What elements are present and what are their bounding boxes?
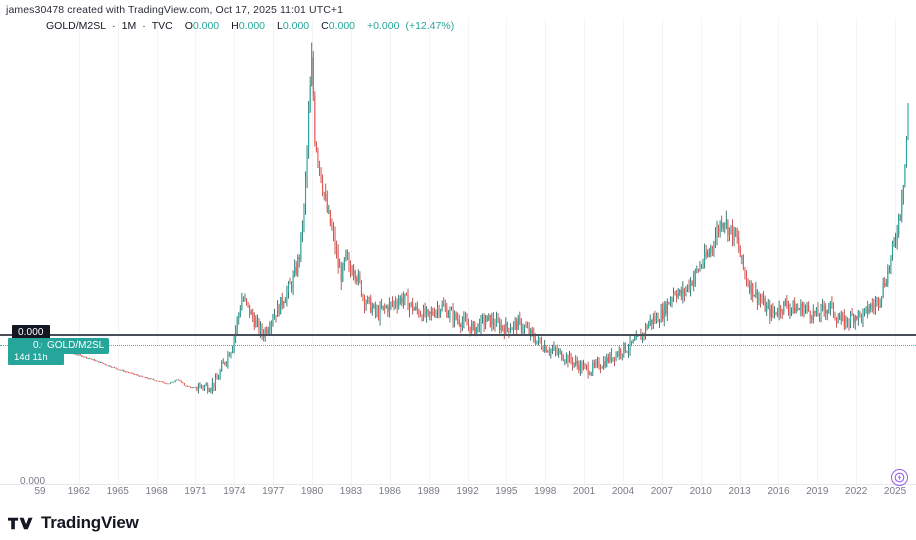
legend-interval[interactable]: 1M bbox=[121, 20, 137, 32]
gridline bbox=[545, 18, 547, 486]
gridline bbox=[895, 18, 897, 486]
axis-divider bbox=[0, 484, 916, 485]
time-axis-tick: 2016 bbox=[767, 486, 790, 497]
gridline bbox=[234, 18, 236, 486]
gridline bbox=[661, 18, 663, 486]
gridline bbox=[506, 18, 508, 486]
gridline bbox=[117, 18, 119, 486]
gridline bbox=[389, 18, 391, 486]
legend-separator-2: · bbox=[142, 20, 146, 32]
time-axis-tick: 2019 bbox=[806, 486, 829, 497]
time-axis-tick: 1980 bbox=[300, 486, 324, 497]
gridline bbox=[273, 18, 275, 486]
chart-canvas[interactable] bbox=[0, 18, 916, 486]
footer-bar: TradingView bbox=[0, 506, 916, 540]
time-axis[interactable]: 59 1962 1965 1968 1971 1974 1977 1980 1983 1986 19… bbox=[0, 486, 916, 506]
legend-close-label: C bbox=[321, 20, 329, 32]
time-axis-tick: 1989 bbox=[417, 486, 440, 497]
time-axis-tick: 2004 bbox=[611, 486, 635, 497]
time-axis-tick: 1992 bbox=[456, 486, 479, 497]
price-series bbox=[39, 42, 909, 394]
gridline bbox=[700, 18, 702, 486]
time-axis-tick: 2022 bbox=[845, 486, 868, 497]
gridline bbox=[584, 18, 586, 486]
gridline bbox=[350, 18, 352, 486]
chart-legend[interactable]: GOLD/M2SL · 1M · TVC O0.000 H0.000 L0.000 C0.000… bbox=[46, 20, 454, 32]
gridline bbox=[622, 18, 624, 486]
go-to-realtime-icon[interactable] bbox=[891, 469, 908, 486]
time-axis-tick: 1974 bbox=[223, 486, 246, 497]
time-axis-tick: 1968 bbox=[145, 486, 168, 497]
legend-exchange: TVC bbox=[151, 20, 173, 32]
time-axis-tick: 1971 bbox=[184, 486, 207, 497]
tradingview-logo[interactable]: TradingView bbox=[8, 513, 139, 533]
tradingview-mark-icon bbox=[8, 517, 33, 529]
time-axis-tick: 2010 bbox=[689, 486, 712, 497]
crosshair-price-label: 0.000 bbox=[12, 325, 50, 341]
time-axis-tick: 1962 bbox=[67, 486, 90, 497]
time-axis-tick: 2025 bbox=[883, 486, 907, 497]
legend-low-label: L bbox=[277, 20, 283, 32]
time-axis-tick: 1995 bbox=[495, 486, 518, 497]
legend-change-value: +0.000 bbox=[367, 20, 400, 32]
attribution-text: james30478 created with TradingView.com,… bbox=[6, 4, 344, 16]
time-axis-tick: 2013 bbox=[728, 486, 751, 497]
legend-open-value: 0.000 bbox=[192, 20, 220, 32]
gridline bbox=[312, 18, 314, 486]
legend-symbol[interactable]: GOLD/M2SL bbox=[46, 20, 107, 32]
gridline bbox=[817, 18, 819, 486]
crosshair-price-line bbox=[0, 334, 916, 336]
gridline bbox=[78, 18, 80, 486]
gridline bbox=[195, 18, 197, 486]
tradingview-wordmark: TradingView bbox=[41, 513, 139, 532]
time-axis-tick: 1986 bbox=[378, 486, 401, 497]
time-axis-tick: 1977 bbox=[262, 486, 285, 497]
gridline bbox=[467, 18, 469, 486]
last-price-line bbox=[0, 345, 916, 346]
legend-high-label: H bbox=[231, 20, 239, 32]
gridline bbox=[156, 18, 158, 486]
series-name-tag: GOLD/M2SL bbox=[42, 338, 110, 354]
time-axis-tick: 1983 bbox=[339, 486, 363, 497]
gridline bbox=[428, 18, 430, 486]
time-axis-tick: 1965 bbox=[106, 486, 129, 497]
legend-high-value: 0.000 bbox=[238, 20, 266, 32]
gridline bbox=[778, 18, 780, 486]
price-axis-zero-label: 0.000 bbox=[20, 476, 46, 487]
time-axis-tick: 59 bbox=[34, 486, 46, 497]
legend-separator-1: · bbox=[112, 20, 116, 32]
gridline bbox=[856, 18, 858, 486]
legend-change-percent: (+12.47%) bbox=[405, 20, 455, 32]
legend-close-value: 0.000 bbox=[328, 20, 356, 32]
legend-low-value: 0.000 bbox=[282, 20, 310, 32]
legend-open-label: O bbox=[184, 20, 193, 32]
time-axis-tick: 1998 bbox=[534, 486, 557, 497]
time-axis-tick: 2001 bbox=[572, 486, 596, 497]
bar-countdown: 14d 11h bbox=[14, 352, 48, 363]
time-axis-tick: 2007 bbox=[650, 486, 673, 497]
